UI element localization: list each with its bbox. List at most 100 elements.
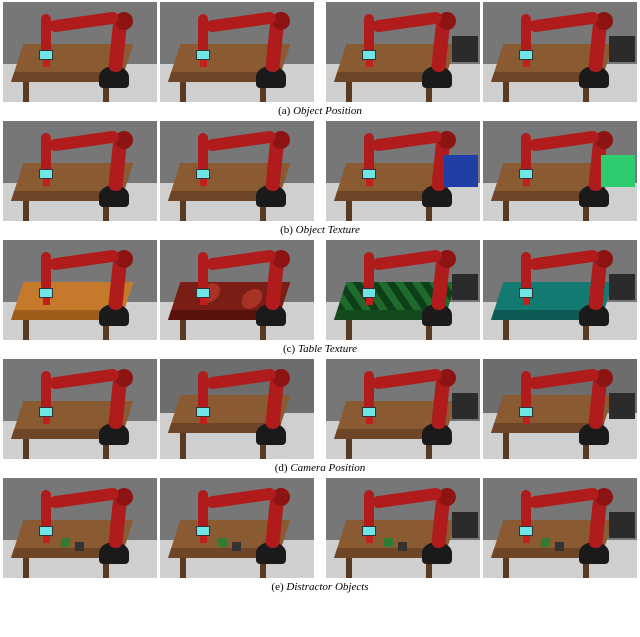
subcaption-label: (a) (278, 105, 290, 117)
robot-gripper (362, 407, 376, 417)
target-cube (43, 60, 50, 67)
subcaption-label: (d) (275, 462, 288, 474)
robot-forearm (198, 490, 208, 530)
robot-forearm (521, 14, 531, 54)
subcaption-label: (c) (283, 343, 295, 355)
target-cube (523, 298, 530, 305)
scene-thumbnail (483, 359, 637, 459)
distractor-object (384, 538, 393, 547)
robot-forearm (521, 490, 531, 530)
target-cube (200, 417, 207, 424)
subcaption: (b) Object Texture (0, 224, 640, 236)
robot-gripper (196, 526, 210, 536)
target-cube (366, 60, 373, 67)
scene-thumbnail (160, 121, 314, 221)
robot-gripper (196, 288, 210, 298)
thumbnail-pair-right (326, 2, 637, 102)
robot-gripper (39, 288, 53, 298)
robot-gripper (362, 526, 376, 536)
scene-thumbnail (326, 2, 480, 102)
side-box (452, 274, 478, 300)
robot-forearm (198, 371, 208, 411)
distractor-object (541, 538, 550, 547)
target-cube (366, 536, 373, 543)
scene-thumbnail (3, 121, 157, 221)
robot-forearm (198, 252, 208, 292)
subcaption: (c) Table Texture (0, 343, 640, 355)
scene-thumbnail (326, 478, 480, 578)
thumbnail-pair-left (3, 121, 314, 221)
subcaption-text: Table Texture (298, 343, 357, 355)
thumbnail-pair-left (3, 240, 314, 340)
thumbnail-pair-left (3, 2, 314, 102)
scene-thumbnail (326, 121, 480, 221)
subcaption-label: (b) (280, 224, 293, 236)
scene-thumbnail (326, 240, 480, 340)
scene-thumbnail (483, 121, 637, 221)
target-cube (200, 179, 207, 186)
robot-gripper (362, 169, 376, 179)
robot-gripper (519, 169, 533, 179)
target-cube (200, 536, 207, 543)
target-cube (523, 417, 530, 424)
distractor-object (398, 542, 407, 551)
distractor-object (218, 538, 227, 547)
robot-forearm (364, 14, 374, 54)
target-cube (43, 179, 50, 186)
target-cube (200, 298, 207, 305)
figure-row-table_texture: (c) Table Texture (0, 240, 640, 355)
target-cube (43, 298, 50, 305)
robot-gripper (196, 50, 210, 60)
figure-row-camera_position: (d) Camera Position (0, 359, 640, 474)
robot-gripper (39, 526, 53, 536)
robot-forearm (521, 133, 531, 173)
robot-forearm (364, 133, 374, 173)
subcaption-text: Distractor Objects (286, 581, 368, 593)
thumbnail-row (0, 478, 640, 578)
scene-thumbnail (3, 240, 157, 340)
robot-gripper (39, 407, 53, 417)
target-cube (523, 60, 530, 67)
subcaption: (d) Camera Position (0, 462, 640, 474)
robot-gripper (362, 50, 376, 60)
figure-row-distractor_objects: (e) Distractor Objects (0, 478, 640, 593)
side-box (609, 36, 635, 62)
distractor-object (232, 542, 241, 551)
thumbnail-row (0, 240, 640, 340)
robot-forearm (198, 133, 208, 173)
thumbnail-pair-right (326, 359, 637, 459)
subcaption-text: Object Position (293, 105, 362, 117)
target-cube (366, 298, 373, 305)
robot-gripper (519, 526, 533, 536)
distractor-object (555, 542, 564, 551)
robot-forearm (41, 371, 51, 411)
target-cube (200, 60, 207, 67)
target-cube (43, 417, 50, 424)
scene-thumbnail (3, 359, 157, 459)
robot-gripper (196, 169, 210, 179)
figure-row-object_position: (a) Object Position (0, 2, 640, 117)
target-cube (523, 536, 530, 543)
scene-thumbnail (160, 359, 314, 459)
side-box (609, 393, 635, 419)
subcaption: (a) Object Position (0, 105, 640, 117)
robot-forearm (41, 490, 51, 530)
robot-forearm (364, 371, 374, 411)
robot-gripper (519, 407, 533, 417)
side-box (452, 393, 478, 419)
scene-thumbnail (3, 2, 157, 102)
target-cube (43, 536, 50, 543)
scene-thumbnail (483, 240, 637, 340)
scene-thumbnail (160, 240, 314, 340)
robot-forearm (364, 252, 374, 292)
target-cube (366, 179, 373, 186)
robot-forearm (521, 371, 531, 411)
figure-grid: (a) Object Position (b) Object Texture (c)… (0, 0, 640, 637)
robot-forearm (521, 252, 531, 292)
scene-thumbnail (160, 2, 314, 102)
thumbnail-row (0, 359, 640, 459)
side-box (452, 512, 478, 538)
thumbnail-pair-right (326, 121, 637, 221)
target-cube (366, 417, 373, 424)
scene-thumbnail (483, 478, 637, 578)
